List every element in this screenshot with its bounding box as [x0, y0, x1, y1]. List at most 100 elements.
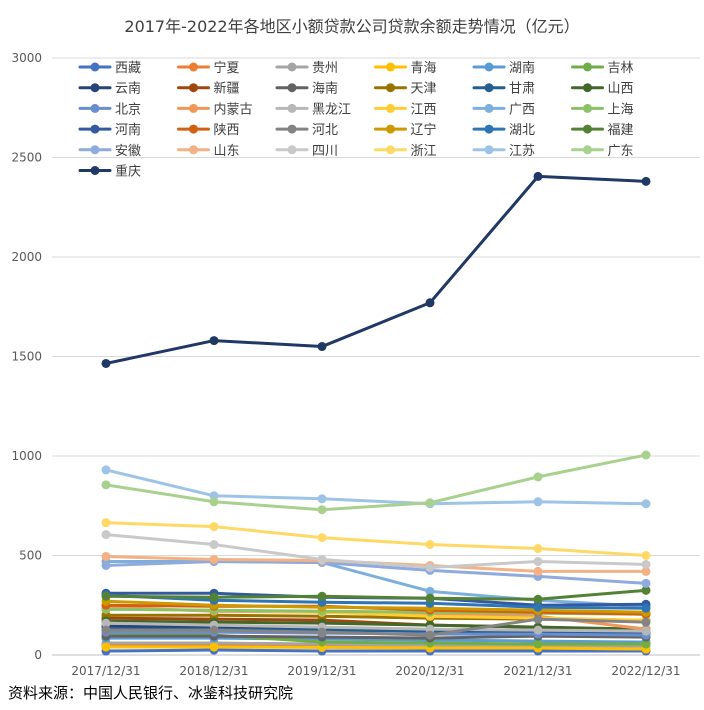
data-point — [533, 639, 543, 649]
data-point — [209, 592, 219, 602]
data-point — [101, 618, 111, 628]
legend-swatch-marker — [287, 145, 297, 155]
legend-swatch-marker — [484, 103, 494, 113]
data-point — [209, 497, 219, 507]
series-line — [104, 559, 648, 585]
legend-swatch-marker — [386, 83, 395, 93]
data-point — [101, 642, 111, 652]
legend-swatch-marker — [583, 145, 592, 155]
legend-label: 河南 — [115, 122, 141, 138]
legend-swatch-marker — [484, 124, 494, 134]
legend-item: 天津 — [374, 82, 437, 97]
legend-label: 西藏 — [115, 61, 141, 76]
legend-item: 青海 — [374, 61, 437, 76]
legend-label: 湖南 — [509, 60, 535, 76]
series-四川 — [101, 530, 651, 572]
legend-item: 四川 — [275, 144, 338, 159]
data-point — [101, 465, 111, 475]
legend-label: 江苏 — [509, 143, 535, 159]
legend-item: 江西 — [374, 102, 437, 117]
data-point — [641, 626, 651, 636]
data-point — [533, 497, 543, 507]
series-line — [104, 621, 648, 633]
series-line — [104, 641, 648, 649]
legend-item: 新疆 — [177, 81, 240, 97]
series-line — [104, 634, 648, 640]
series-line — [104, 588, 648, 601]
legend-label: 四川 — [312, 144, 338, 159]
legend-label: 重庆 — [115, 164, 141, 180]
series-line — [104, 453, 648, 512]
legend-label: 云南 — [115, 81, 141, 97]
legend-item: 海南 — [275, 81, 338, 97]
x-tick-label: 2021/12/31 — [503, 664, 572, 678]
legend-item: 山东 — [177, 144, 240, 159]
data-point — [101, 530, 111, 540]
legend-item: 甘肃 — [472, 82, 535, 97]
data-point — [533, 625, 543, 635]
legend-item: 安徽 — [78, 144, 141, 159]
legend-item: 上海 — [571, 102, 634, 117]
data-point — [425, 298, 435, 308]
data-point — [317, 342, 327, 352]
series-line — [104, 593, 648, 610]
legend-item: 广西 — [472, 102, 535, 117]
data-point — [533, 566, 543, 576]
legend-swatch-marker — [287, 83, 297, 93]
series-重庆 — [101, 171, 651, 368]
legend-item: 广东 — [571, 144, 634, 159]
legend-label: 北京 — [115, 102, 141, 117]
data-point — [641, 566, 651, 576]
data-point — [209, 540, 219, 550]
legend-label: 广东 — [608, 144, 634, 159]
legend-item: 江苏 — [472, 143, 535, 159]
legend-swatch-marker — [287, 124, 297, 134]
legend-swatch-marker — [484, 145, 494, 155]
legend-swatch-marker — [386, 103, 395, 113]
x-tick-label: 2019/12/31 — [287, 664, 356, 678]
legend-label: 山东 — [214, 144, 240, 159]
legend-item: 山西 — [571, 82, 634, 97]
legend-item: 重庆 — [78, 164, 141, 180]
chart-title: 2017年-2022年各地区小额贷款公司贷款余额走势情况（亿元） — [124, 17, 579, 36]
data-point — [317, 627, 327, 637]
legend-swatch-marker — [386, 145, 395, 155]
legend-label: 陕西 — [214, 123, 240, 138]
legend-swatch-marker — [484, 83, 494, 93]
legend-swatch-marker — [386, 124, 395, 134]
legend-item: 辽宁 — [374, 122, 437, 138]
legend-item: 河南 — [78, 122, 141, 138]
legend-label: 福建 — [608, 123, 634, 138]
legend-swatch-marker — [90, 145, 100, 155]
legend-swatch-marker — [90, 166, 100, 175]
series-line — [104, 521, 648, 557]
data-point — [533, 614, 543, 624]
data-point — [533, 594, 543, 604]
legend-item: 湖南 — [472, 60, 535, 76]
legend-item: 西藏 — [78, 61, 141, 76]
data-point — [533, 556, 543, 566]
legend-item: 吉林 — [571, 61, 634, 76]
legend-label: 甘肃 — [509, 82, 535, 97]
legend-item: 湖北 — [472, 123, 535, 138]
data-point — [641, 603, 651, 613]
legend-swatch-marker — [583, 124, 592, 134]
legend-swatch-marker — [287, 103, 297, 113]
legend-item: 陕西 — [177, 123, 240, 138]
y-tick-label: 1500 — [11, 350, 42, 364]
data-point — [641, 551, 651, 560]
x-tick-label: 2020/12/31 — [395, 664, 464, 678]
series-line — [104, 533, 648, 569]
series-广东 — [101, 450, 651, 515]
legend-swatch-marker — [189, 62, 198, 72]
data-point — [101, 560, 111, 570]
data-point — [641, 639, 651, 649]
legend-swatch-marker — [90, 62, 100, 72]
data-point — [209, 336, 219, 346]
data-point — [101, 551, 111, 561]
legend-label: 山西 — [608, 82, 634, 97]
legend-swatch-marker — [189, 83, 198, 93]
